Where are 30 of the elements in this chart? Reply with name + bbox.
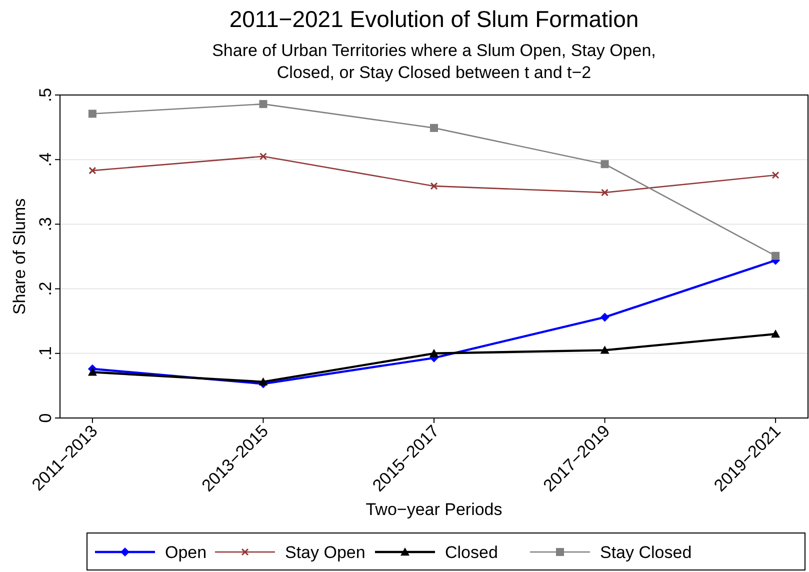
y-tick-label: 0 bbox=[36, 413, 55, 423]
legend-label: Closed bbox=[445, 543, 498, 562]
chart-title: 2011−2021 Evolution of Slum Formation bbox=[229, 6, 639, 32]
y-tick-label: .5 bbox=[36, 88, 55, 102]
y-axis-title: Share of Slums bbox=[10, 198, 29, 315]
point bbox=[259, 152, 267, 160]
point bbox=[430, 348, 438, 357]
point bbox=[88, 110, 96, 118]
point bbox=[600, 346, 610, 354]
point bbox=[772, 171, 780, 179]
point bbox=[600, 312, 610, 322]
point bbox=[258, 377, 268, 386]
y-tick-label: .1 bbox=[36, 346, 55, 360]
legend-label: Stay Closed bbox=[600, 543, 692, 562]
y-tick-label: .3 bbox=[36, 217, 55, 232]
x-axis-title: Two−year Periods bbox=[366, 500, 502, 519]
point bbox=[601, 188, 609, 196]
point bbox=[88, 368, 97, 376]
point bbox=[430, 182, 438, 190]
legend-label: Stay Open bbox=[285, 543, 366, 562]
point bbox=[259, 100, 268, 108]
y-tick-label: .4 bbox=[36, 152, 55, 167]
point bbox=[772, 252, 780, 260]
y-tick-label: .2 bbox=[36, 282, 55, 296]
point bbox=[600, 160, 609, 168]
point bbox=[771, 330, 780, 338]
point bbox=[88, 166, 96, 174]
chart-subtitle: Share of Urban Territories where a Slum Open, Stay Open, Closed, or Stay Closed between t and t−2 bbox=[212, 41, 656, 82]
legend-label: Open bbox=[165, 543, 207, 562]
point bbox=[430, 124, 438, 132]
